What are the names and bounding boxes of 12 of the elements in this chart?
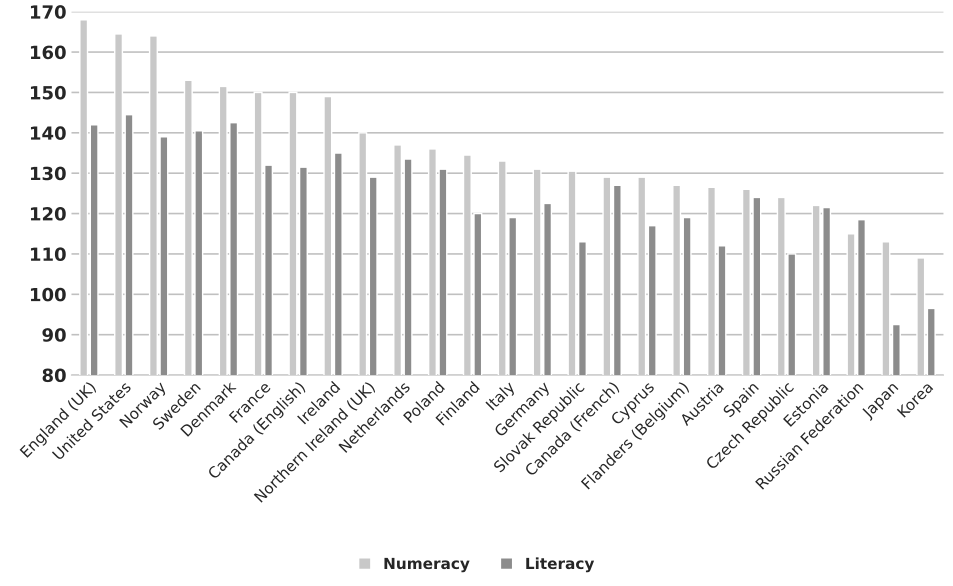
y-tick-label: 90 — [42, 328, 66, 342]
y-tick-label: 160 — [30, 46, 66, 60]
y-tick-label: 110 — [30, 247, 66, 262]
y-tick-label: 130 — [30, 166, 66, 180]
legend-label: Literacy — [526, 557, 594, 572]
legend-label: Numeracy — [384, 558, 470, 572]
y-tick-label: 100 — [30, 288, 66, 302]
y-tick-label: 80 — [42, 368, 66, 382]
y-tick-label: 170 — [30, 5, 66, 19]
y-tick-label: 150 — [30, 86, 66, 100]
y-tick-label: 140 — [30, 126, 66, 140]
y-tick-label: 120 — [30, 207, 66, 221]
